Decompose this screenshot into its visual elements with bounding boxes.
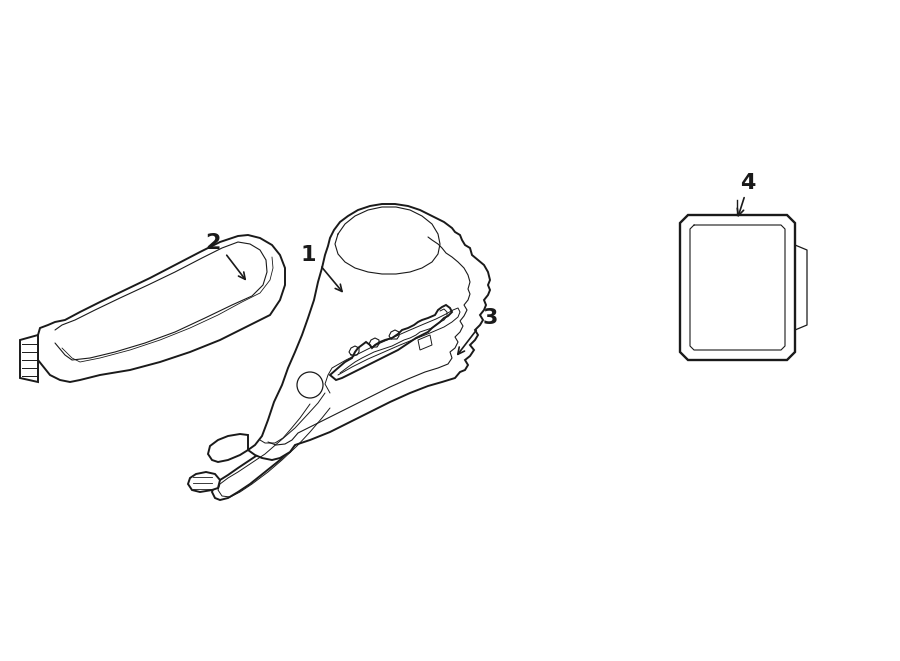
Polygon shape (418, 335, 432, 350)
Polygon shape (680, 215, 795, 360)
Polygon shape (330, 305, 452, 380)
Polygon shape (20, 335, 38, 382)
Polygon shape (38, 235, 285, 382)
Text: 3: 3 (482, 308, 498, 328)
Polygon shape (188, 472, 220, 492)
Text: 4: 4 (741, 173, 756, 193)
Text: 2: 2 (205, 233, 220, 253)
Polygon shape (248, 204, 490, 460)
Text: 1: 1 (301, 245, 316, 265)
Polygon shape (212, 305, 465, 500)
Polygon shape (208, 434, 248, 462)
